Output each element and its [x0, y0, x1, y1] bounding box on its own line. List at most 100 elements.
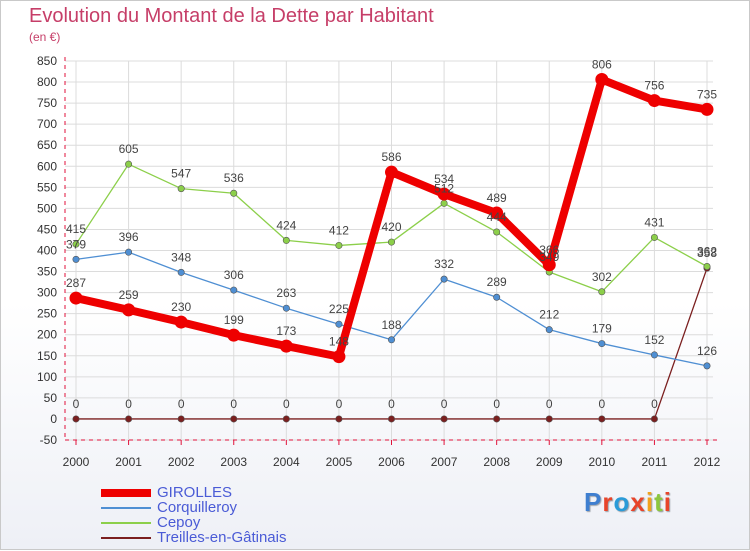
x-tick-label: 2007 [431, 455, 458, 469]
data-label: 263 [276, 286, 296, 300]
y-tick-label: 350 [37, 265, 57, 279]
y-tick-label: -50 [40, 433, 58, 447]
data-point [387, 336, 395, 344]
data-label: 199 [224, 313, 244, 327]
data-label: 396 [119, 230, 139, 244]
data-label: 534 [434, 172, 454, 186]
axis-layer: 8508007507006506005505004504003503002502… [37, 54, 721, 469]
logo-letter: r [602, 487, 614, 517]
y-tick-label: 500 [37, 201, 57, 215]
x-tick-label: 2003 [220, 455, 247, 469]
y-tick-label: 850 [37, 54, 57, 68]
data-label: 0 [651, 397, 658, 411]
y-tick-label: 550 [37, 180, 57, 194]
data-label: 0 [388, 397, 395, 411]
data-point [493, 415, 501, 423]
data-point [335, 320, 343, 328]
data-label: 586 [381, 150, 401, 164]
data-label: 0 [73, 397, 80, 411]
legend-label: GIROLLES [157, 484, 233, 501]
logo-letter: o [613, 487, 631, 517]
data-label: 444 [487, 210, 507, 224]
y-tick-label: 400 [37, 244, 57, 258]
data-point [69, 291, 83, 305]
data-point [650, 351, 658, 359]
data-point [174, 315, 188, 329]
data-point [440, 199, 448, 207]
data-point [230, 286, 238, 294]
data-point [700, 102, 714, 116]
data-label: 306 [224, 268, 244, 282]
data-point [493, 293, 501, 301]
data-label: 379 [66, 237, 86, 251]
data-label-layer: 0 0 0 0 0 0 0 0 0 0 0 0 358 379 396 348 306 263 225 188 332 2… [66, 58, 717, 411]
data-label: 512 [434, 181, 454, 195]
data-label: 230 [171, 300, 191, 314]
data-label: 0 [598, 397, 605, 411]
logo-letter: i [663, 487, 672, 517]
data-point [282, 304, 290, 312]
data-point [177, 415, 185, 423]
logo-letter: x [630, 487, 646, 517]
data-label: 362 [697, 245, 717, 259]
data-label: 424 [276, 218, 296, 232]
data-point [545, 326, 553, 334]
y-tick-label: 450 [37, 222, 57, 236]
data-point [703, 362, 711, 370]
chart-title: Evolution du Montant de la Dette par Hab… [29, 5, 434, 27]
data-point [335, 415, 343, 423]
chart-subtitle: (en €) [29, 30, 61, 44]
data-label: 431 [644, 215, 664, 229]
logo-letter: t [654, 487, 664, 517]
data-label: 366 [539, 243, 559, 257]
x-tick-label: 2001 [115, 455, 142, 469]
data-label: 756 [644, 79, 664, 93]
data-label: 735 [697, 87, 717, 101]
data-point [490, 206, 504, 220]
data-point [125, 415, 133, 423]
data-label: 0 [441, 397, 448, 411]
data-label: 188 [381, 318, 401, 332]
data-label: 0 [125, 397, 132, 411]
x-tick-label: 2006 [378, 455, 405, 469]
data-label: 420 [381, 220, 401, 234]
y-tick-label: 700 [37, 117, 57, 131]
y-tick-label: 300 [37, 286, 57, 300]
data-point [703, 263, 711, 271]
y-tick-label: 50 [44, 391, 58, 405]
x-tick-label: 2011 [642, 455, 668, 469]
data-label: 349 [539, 250, 559, 264]
data-label: 547 [171, 167, 191, 181]
data-point [595, 73, 609, 87]
data-label: 358 [697, 246, 717, 260]
data-label: 148 [329, 335, 349, 349]
grid-layer [65, 60, 713, 441]
x-tick-label: 2005 [326, 455, 353, 469]
legend-label: Cepoy [157, 514, 201, 531]
y-tick-label: 150 [37, 349, 57, 363]
data-point [493, 228, 501, 236]
y-tick-label: 600 [37, 159, 57, 173]
x-tick-label: 2004 [273, 455, 300, 469]
data-label: 179 [592, 322, 612, 336]
data-point [125, 248, 133, 256]
proxiti-logo: Proxiti [584, 487, 672, 518]
data-label: 152 [644, 333, 664, 347]
data-point [72, 240, 80, 248]
data-point [72, 255, 80, 263]
data-point [650, 233, 658, 241]
data-point [440, 275, 448, 283]
data-label: 126 [697, 344, 717, 358]
data-label: 0 [546, 397, 553, 411]
y-tick-label: 750 [37, 96, 57, 110]
data-point [598, 288, 606, 296]
data-label: 489 [487, 191, 507, 205]
data-label: 289 [487, 275, 507, 289]
data-label: 173 [276, 324, 296, 338]
legend-swatch [101, 522, 151, 524]
data-label: 605 [119, 142, 139, 156]
data-point [122, 303, 136, 317]
data-label: 0 [493, 397, 500, 411]
data-label: 412 [329, 223, 349, 237]
